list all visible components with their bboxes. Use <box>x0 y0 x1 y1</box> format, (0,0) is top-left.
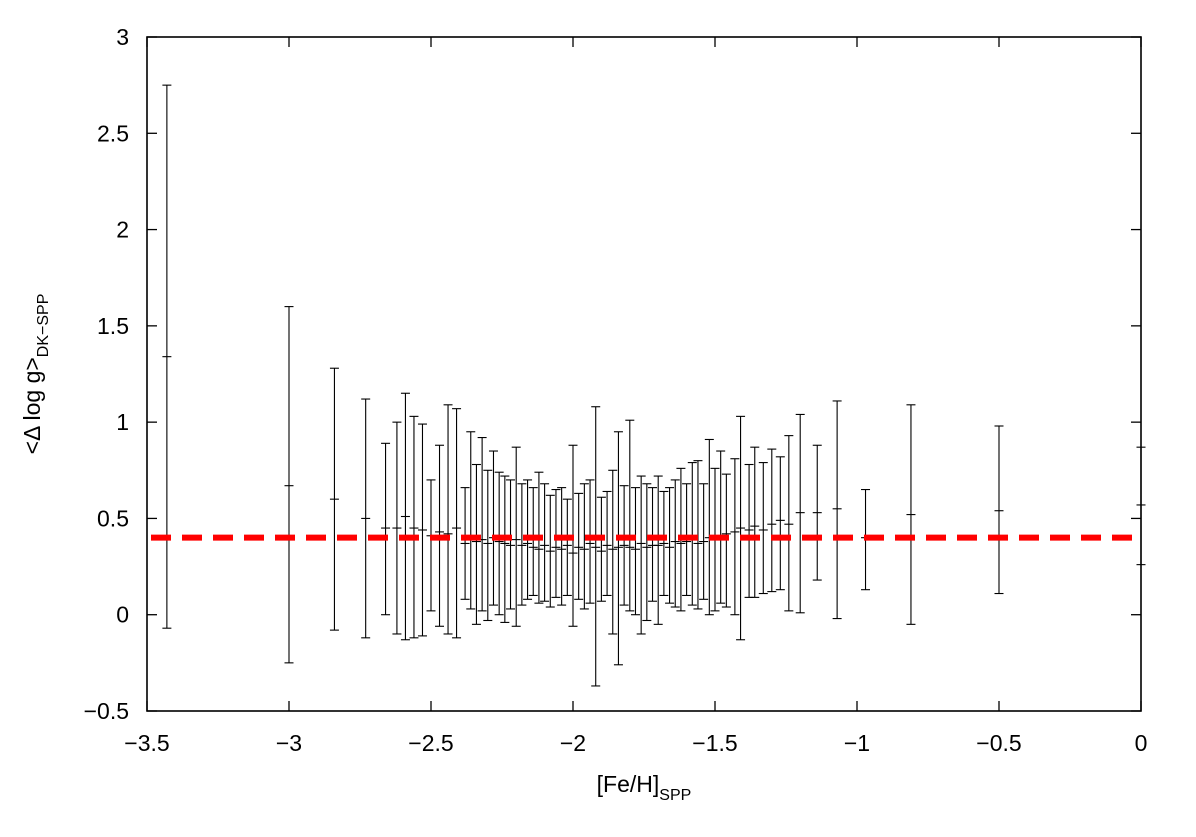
error-bar <box>699 483 709 600</box>
tick-labels: −3.5 −3 −2.5 −2 −1.5 −1 −0.5 0 −0.5 0 0.5 1 1.5 2 2.5 3 <box>84 24 1148 756</box>
x-tick-label: −1.5 <box>692 730 737 756</box>
error-bar <box>619 485 629 606</box>
error-bar <box>585 479 595 604</box>
error-bar <box>736 415 746 641</box>
error-bar <box>596 496 606 602</box>
error-bar <box>659 490 669 597</box>
x-tick-label: −0.5 <box>976 730 1021 756</box>
plot-frame <box>146 36 1142 712</box>
error-bar <box>625 419 635 612</box>
error-bar <box>400 392 410 641</box>
error-bars <box>162 84 1146 687</box>
error-bar <box>452 408 462 639</box>
y-tick-label: 3 <box>116 24 129 50</box>
error-bar <box>795 413 805 614</box>
x-tick-label: −3 <box>276 730 302 756</box>
error-bar <box>361 398 371 639</box>
error-bar <box>642 483 652 622</box>
error-bar <box>483 469 493 622</box>
error-bar <box>758 462 768 595</box>
error-bar <box>812 444 822 581</box>
x-tick-label: −2.5 <box>408 730 453 756</box>
error-bar <box>381 442 391 616</box>
error-bar <box>471 463 481 625</box>
error-bar <box>579 483 589 610</box>
error-bar <box>417 423 427 637</box>
y-tick-label: −0.5 <box>84 698 129 724</box>
error-bar <box>730 458 740 616</box>
error-bar <box>608 469 618 635</box>
error-bar <box>540 483 550 602</box>
error-bar <box>591 406 601 687</box>
x-tick-label: −1 <box>844 730 870 756</box>
y-tick-label: 2.5 <box>97 120 129 146</box>
error-bar <box>602 490 612 597</box>
error-bar <box>528 487 538 597</box>
y-axis-label-main: <Δ log g> <box>19 357 45 454</box>
error-bar <box>670 479 680 608</box>
error-bar <box>443 404 453 635</box>
y-axis-label-sub: DK−SPP <box>35 294 52 358</box>
error-bar <box>574 492 584 600</box>
error-bar <box>392 421 402 635</box>
error-bar <box>517 483 527 606</box>
error-bar <box>994 425 1004 595</box>
y-tick-label: 1.5 <box>97 313 129 339</box>
error-bar <box>775 456 785 591</box>
error-bar <box>500 475 510 623</box>
error-bar <box>409 415 419 639</box>
error-bar <box>284 306 294 664</box>
x-tick-label: −3.5 <box>124 730 169 756</box>
error-bar <box>832 400 842 620</box>
y-tick-label: 0.5 <box>97 505 129 531</box>
error-bar <box>562 498 572 597</box>
error-bar <box>906 404 916 625</box>
error-bar <box>750 446 760 598</box>
error-bar <box>545 494 555 608</box>
error-bar <box>630 487 640 616</box>
x-tick-label: 0 <box>1135 730 1148 756</box>
error-bar <box>613 431 623 666</box>
error-bar <box>506 479 516 610</box>
error-bar <box>784 435 794 612</box>
error-bar <box>460 487 470 600</box>
y-tick-label: 1 <box>116 409 129 435</box>
error-bar <box>636 475 646 635</box>
error-bar <box>329 367 339 631</box>
y-tick-label: 0 <box>116 602 129 628</box>
error-bar <box>551 488 561 598</box>
x-axis-label-sub: SPP <box>659 787 691 804</box>
error-bar <box>511 446 521 627</box>
error-bar <box>557 487 567 606</box>
x-axis-label: [Fe/H]SPP <box>597 771 692 804</box>
y-tick-label: 2 <box>116 217 129 243</box>
y-axis-label: <Δ log g>DK−SPP <box>19 294 52 455</box>
x-axis-label-main: [Fe/H] <box>597 771 660 797</box>
error-bar <box>494 471 504 616</box>
error-bar <box>653 475 663 625</box>
error-bar <box>665 487 675 604</box>
error-bar <box>767 448 777 593</box>
x-tick-label: −2 <box>560 730 586 756</box>
